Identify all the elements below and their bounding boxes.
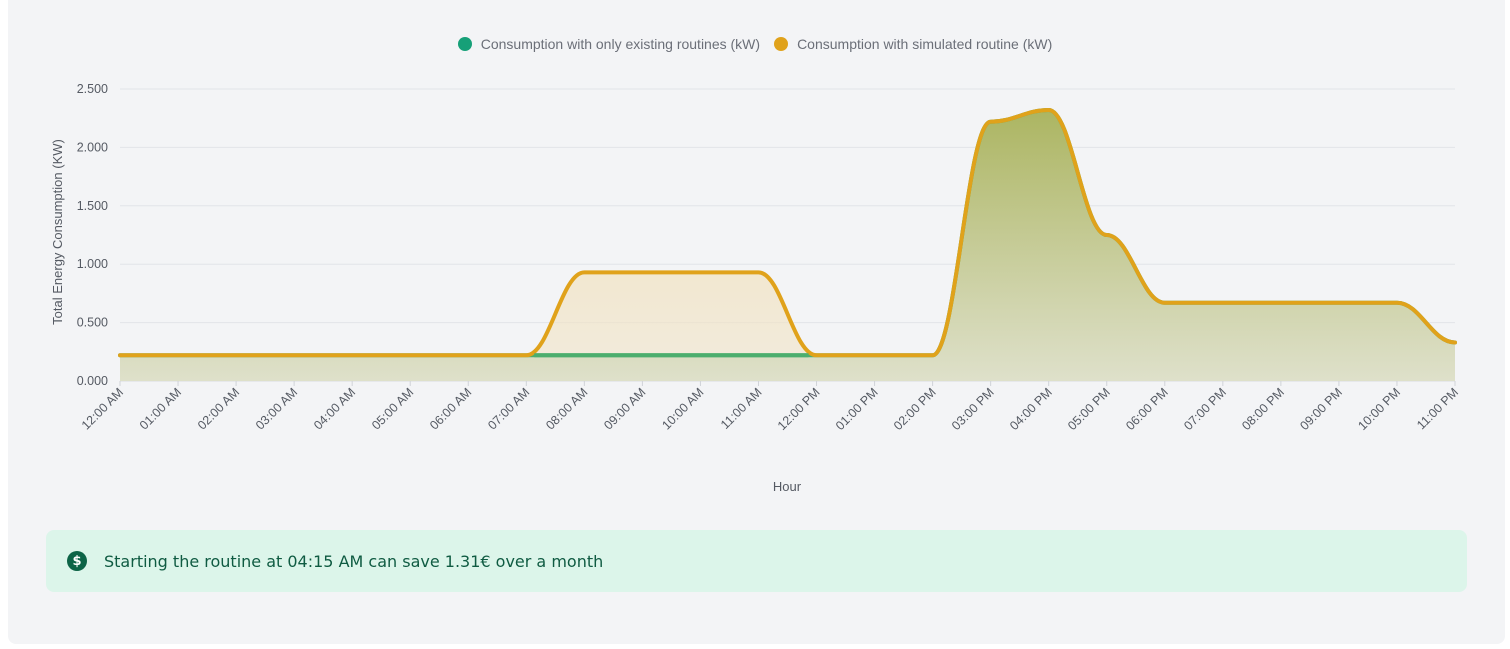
x-axis-title: Hour — [773, 479, 802, 494]
x-tick-label: 03:00 PM — [949, 385, 997, 433]
y-tick-label: 0.000 — [77, 374, 108, 388]
y-tick-label: 1.000 — [77, 257, 108, 271]
x-tick-label: 09:00 AM — [601, 385, 648, 432]
x-tick-label: 02:00 PM — [891, 385, 939, 433]
x-tick-label: 06:00 AM — [427, 385, 474, 432]
x-tick-label: 09:00 PM — [1297, 385, 1345, 433]
y-tick-label: 0.500 — [77, 316, 108, 330]
x-tick-label: 05:00 PM — [1065, 385, 1113, 433]
x-tick-label: 11:00 PM — [1414, 385, 1461, 432]
x-tick-label: 07:00 PM — [1181, 385, 1229, 433]
x-tick-label: 10:00 AM — [659, 385, 706, 432]
legend-label-simulated: Consumption with simulated routine (kW) — [797, 36, 1053, 52]
y-tick-label: 2.500 — [77, 82, 108, 96]
x-tick-label: 11:00 AM — [718, 385, 765, 432]
x-tick-label: 03:00 AM — [253, 385, 300, 432]
line-simulated — [118, 108, 1457, 358]
y-axis-ticks: 0.000 0.500 1.000 1.500 2.000 2.500 — [77, 82, 108, 388]
legend-item-existing[interactable]: Consumption with only existing routines … — [457, 36, 761, 52]
x-tick-label: 12:00 AM — [79, 385, 126, 432]
x-tick-label: 06:00 PM — [1123, 385, 1171, 433]
x-tick-label: 07:00 AM — [485, 385, 532, 432]
savings-alert-text: Starting the routine at 04:15 AM can sav… — [104, 551, 604, 571]
series-lines — [118, 108, 1457, 358]
x-tick-label: 04:00 PM — [1007, 385, 1055, 433]
savings-alert: $ Starting the routine at 04:15 AM can s… — [46, 530, 1467, 592]
x-tick-label: 01:00 AM — [137, 385, 184, 432]
area-existing — [120, 110, 1455, 382]
y-tick-label: 1.500 — [77, 199, 108, 213]
legend-item-simulated[interactable]: Consumption with simulated routine (kW) — [774, 36, 1052, 52]
y-axis-title: Total Energy Consumption (KW) — [50, 139, 65, 325]
x-tick-label: 05:00 AM — [369, 385, 416, 432]
series-areas — [120, 110, 1455, 382]
legend-dot-simulated — [774, 37, 789, 51]
x-axis-ticks: 12:00 AM 01:00 AM 02:00 AM 03:00 AM 04:00 AM… — [79, 381, 1461, 433]
x-tick-label: 04:00 AM — [311, 385, 358, 432]
y-tick-label: 2.000 — [77, 140, 108, 154]
dollar-circle-icon: $ — [67, 551, 87, 571]
x-tick-label: 01:00 PM — [833, 385, 881, 433]
chart-legend: Consumption with only existing routines … — [0, 36, 1510, 52]
x-tick-label: 10:00 PM — [1355, 385, 1403, 433]
x-tick-label: 08:00 PM — [1239, 385, 1287, 433]
x-tick-label: 08:00 AM — [543, 385, 590, 432]
legend-dot-existing — [457, 37, 472, 51]
x-tick-label: 12:00 PM — [775, 385, 823, 433]
x-tick-label: 02:00 AM — [195, 385, 242, 432]
legend-label-existing: Consumption with only existing routines … — [480, 36, 761, 52]
